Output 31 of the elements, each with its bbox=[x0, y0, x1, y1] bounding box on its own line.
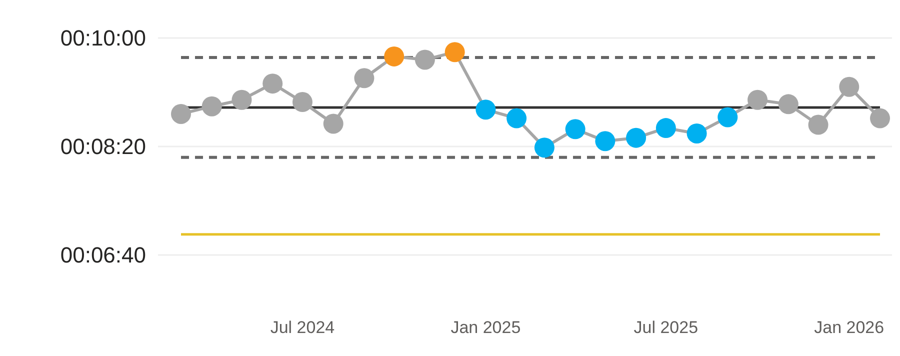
point bbox=[534, 138, 554, 158]
x-tick-label: Jul 2025 bbox=[634, 318, 698, 337]
point bbox=[232, 90, 252, 110]
point bbox=[748, 90, 768, 110]
x-tick-label: Jan 2026 bbox=[814, 318, 884, 337]
point bbox=[595, 131, 616, 152]
y-tick-label: 00:08:20 bbox=[60, 134, 146, 160]
point bbox=[870, 108, 890, 128]
point bbox=[202, 96, 222, 116]
point bbox=[354, 68, 374, 88]
point bbox=[384, 46, 404, 66]
y-tick-label: 00:10:00 bbox=[60, 26, 146, 51]
point bbox=[808, 114, 828, 135]
point bbox=[839, 76, 860, 97]
point bbox=[506, 108, 527, 128]
point bbox=[626, 128, 646, 148]
point bbox=[171, 104, 191, 124]
point bbox=[414, 50, 435, 70]
point bbox=[292, 92, 312, 112]
point bbox=[718, 107, 738, 128]
point bbox=[262, 74, 283, 94]
point bbox=[444, 42, 465, 62]
point bbox=[656, 118, 676, 138]
point bbox=[323, 114, 344, 134]
x-tick-label: Jan 2025 bbox=[450, 318, 521, 337]
point bbox=[476, 100, 496, 120]
point bbox=[778, 94, 798, 114]
y-tick-label: 00:06:40 bbox=[60, 242, 146, 268]
point bbox=[565, 119, 586, 140]
point bbox=[686, 123, 707, 144]
x-tick-label: Jul 2024 bbox=[270, 318, 335, 337]
